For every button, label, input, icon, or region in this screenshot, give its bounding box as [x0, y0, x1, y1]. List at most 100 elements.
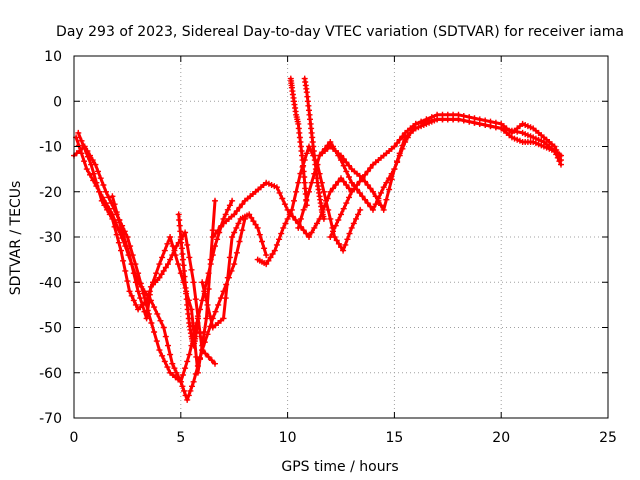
data-point [187, 387, 194, 394]
data-point [340, 205, 347, 212]
data-point [248, 214, 255, 221]
data-point [338, 211, 344, 218]
data-point [222, 211, 229, 218]
data-point [105, 194, 112, 201]
data-point [132, 279, 139, 286]
data-point [177, 234, 184, 240]
data-point [205, 286, 212, 292]
data-point [370, 188, 376, 195]
data-point [176, 217, 183, 223]
data-point [276, 236, 283, 243]
data-point [455, 116, 462, 123]
data-point [460, 117, 467, 124]
data-point [476, 120, 483, 127]
y-tick-label: 0 [53, 94, 62, 110]
data-point [239, 227, 246, 234]
data-point [246, 211, 253, 218]
data-point [184, 241, 191, 248]
data-point [364, 200, 371, 207]
data-point [267, 254, 274, 261]
data-point [297, 215, 304, 222]
data-point [151, 304, 158, 311]
data-point [353, 215, 359, 222]
data-point [151, 329, 158, 335]
data-point [100, 182, 107, 188]
data-point [153, 338, 160, 345]
data-point [280, 224, 287, 231]
data-point [184, 396, 191, 403]
data-point [199, 347, 206, 354]
data-point [231, 229, 238, 236]
data-point [286, 211, 293, 218]
data-point [204, 301, 211, 308]
data-point [340, 162, 347, 169]
x-axis-label: GPS time / hours [281, 459, 398, 475]
data-point [320, 215, 327, 222]
data-point [292, 217, 299, 223]
data-point [367, 185, 374, 192]
data-point [466, 118, 473, 125]
data-point [551, 148, 558, 154]
data-point [508, 127, 515, 134]
data-point [300, 168, 307, 175]
data-point [252, 221, 259, 228]
data-point [276, 189, 283, 196]
data-point [137, 295, 144, 302]
data-point [177, 228, 184, 235]
data-point [109, 215, 116, 222]
data-point [222, 295, 229, 302]
data-point [194, 315, 201, 322]
data-point [159, 254, 166, 261]
data-point [444, 116, 451, 123]
data-point [183, 290, 190, 297]
data-point [293, 188, 300, 195]
series-track-6 [209, 175, 355, 240]
data-point [302, 191, 309, 197]
data-point [343, 159, 350, 166]
data-point [340, 247, 347, 254]
data-point [391, 166, 398, 173]
data-point [378, 189, 384, 196]
data-point [229, 197, 236, 204]
data-point [169, 360, 176, 367]
data-point [482, 122, 489, 128]
data-point [165, 261, 171, 268]
data-point [303, 202, 310, 209]
data-point [179, 383, 186, 390]
data-point [300, 162, 307, 169]
data-point [356, 189, 363, 196]
data-point [233, 208, 240, 214]
data-point [132, 301, 139, 308]
data-point [498, 125, 505, 132]
data-point [355, 211, 362, 218]
data-point [186, 351, 193, 358]
data-point [327, 188, 334, 195]
data-point [335, 240, 342, 247]
data-point [179, 256, 186, 263]
data-point [162, 333, 169, 340]
axis-ticks: 0 5 10 15 20 25 10 0 -10 -20 -30 -40 -50 -60 -70 [39, 49, 617, 446]
data-point [554, 154, 561, 161]
data-point [289, 213, 296, 220]
data-point [202, 350, 209, 357]
data-point [346, 162, 352, 169]
data-point [204, 331, 211, 338]
data-point [553, 151, 560, 158]
data-point [233, 249, 240, 256]
data-point [330, 228, 336, 235]
data-point [301, 179, 308, 186]
data-point [173, 369, 180, 376]
data-point [306, 234, 312, 240]
data-point [199, 279, 206, 286]
data-point [171, 247, 178, 254]
data-point [396, 136, 403, 143]
data-point [158, 271, 165, 278]
data-point [263, 261, 270, 268]
data-point [359, 193, 366, 200]
data-point [178, 245, 185, 252]
data-point [164, 364, 171, 371]
data-point [96, 188, 103, 195]
data-point [207, 313, 214, 320]
data-point [323, 197, 329, 204]
data-point [351, 185, 358, 192]
